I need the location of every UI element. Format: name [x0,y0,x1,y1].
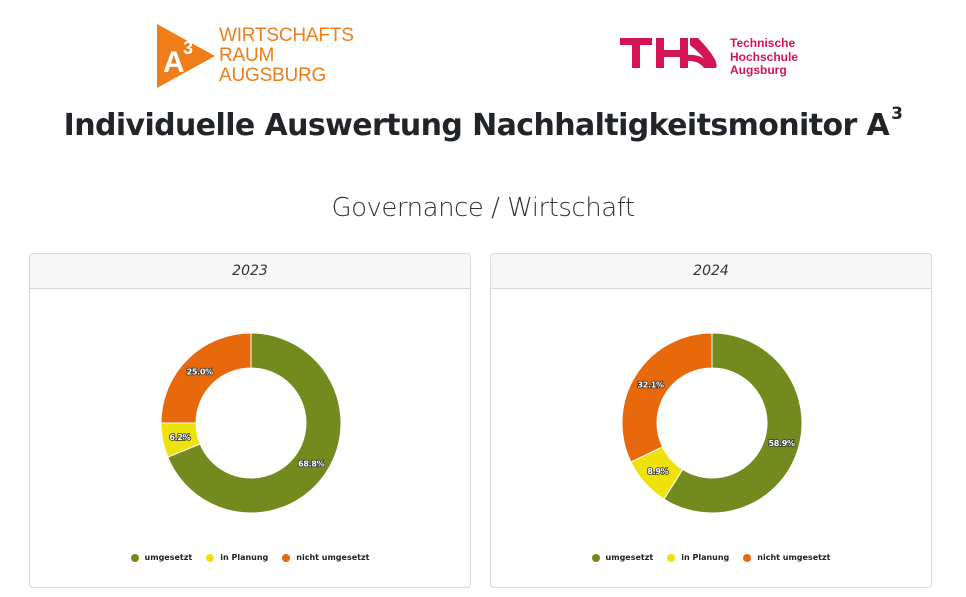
chart-card-2023: 2023 68.8% 6.2% 25.0% umgesetzt in Planung… [29,253,471,588]
logo-bar: A 3 WIRTSCHAFTS RAUM AUGSBURG Technische… [0,0,966,100]
legend-dot-icon [282,553,291,562]
legend-label: nicht umgesetzt [296,553,370,562]
legend-item-nicht-umgesetzt[interactable]: nicht umgesetzt [282,553,369,562]
donut-slice-umgesetzt[interactable] [167,332,342,514]
slice-data-label: 25.0% [187,368,214,377]
svg-text:A: A [163,46,185,79]
legend-item-in-planung[interactable]: in Planung [667,553,729,562]
legend-label: umgesetzt [605,553,654,562]
logo-line: WIRTSCHAFTS [219,25,354,46]
legend-label: umgesetzt [144,553,193,562]
legend-item-nicht-umgesetzt[interactable]: nicht umgesetzt [743,553,830,562]
slice-data-label: 68.8% [298,459,325,468]
donut-slice-nicht-umgesetzt[interactable] [621,332,713,463]
logo-line: AUGSBURG [219,65,327,86]
donut-chart: 58.9% 8.9% 32.1% [621,332,803,514]
a3-triangle-icon: A 3 [157,24,215,88]
legend-label: in Planung [220,553,269,562]
logo-line: Augsburg [730,63,787,77]
logo-line: Technische [730,36,796,50]
legend-dot-icon [667,553,676,562]
section-title: Governance / Wirtschaft [331,193,635,223]
legend-item-umgesetzt[interactable]: umgesetzt [130,553,193,562]
chart-legend: umgesetzt in Planung nicht umgesetzt [30,553,470,562]
page-title-superscript: 3 [891,104,903,124]
legend-dot-icon [591,553,600,562]
slice-data-label: 8.9% [647,467,668,476]
donut-slice-umgesetzt[interactable] [663,332,803,514]
legend-label: nicht umgesetzt [757,553,831,562]
tha-logo: Technische Hochschule Augsburg [620,33,820,78]
logo-line: RAUM [219,45,275,66]
page-title: Individuelle Auswertung Nachhaltigkeitsm… [0,104,966,143]
svg-text:3: 3 [183,38,193,58]
card-header: 2024 [491,254,931,289]
legend-item-in-planung[interactable]: in Planung [206,553,268,562]
wirtschaftsraum-augsburg-logo: A 3 WIRTSCHAFTS RAUM AUGSBURG [155,22,355,90]
chart-legend: umgesetzt in Planung nicht umgesetzt [491,553,931,562]
slice-data-label: 6.2% [169,433,190,442]
tha-logo-text: Technische Hochschule Augsburg [730,36,799,78]
legend-dot-icon [206,553,215,562]
chart-card-2024: 2024 58.9% 8.9% 32.1% umgesetzt in Planung… [490,253,932,588]
logo-line: Hochschule [730,49,799,64]
card-header: 2023 [30,254,470,289]
legend-dot-icon [743,553,752,562]
tha-mark-icon [620,38,717,68]
a3-logo-text: WIRTSCHAFTS RAUM AUGSBURG [219,26,354,86]
legend-label: in Planung [681,553,730,562]
donut-chart: 68.8% 6.2% 25.0% [160,332,342,514]
slice-data-label: 58.9% [769,439,796,448]
legend-item-umgesetzt[interactable]: umgesetzt [591,553,654,562]
legend-dot-icon [130,553,139,562]
slice-data-label: 32.1% [637,380,664,389]
donut-slice-nicht-umgesetzt[interactable] [160,332,252,424]
page-title-text: Individuelle Auswertung Nachhaltigkeitsm… [63,108,890,143]
